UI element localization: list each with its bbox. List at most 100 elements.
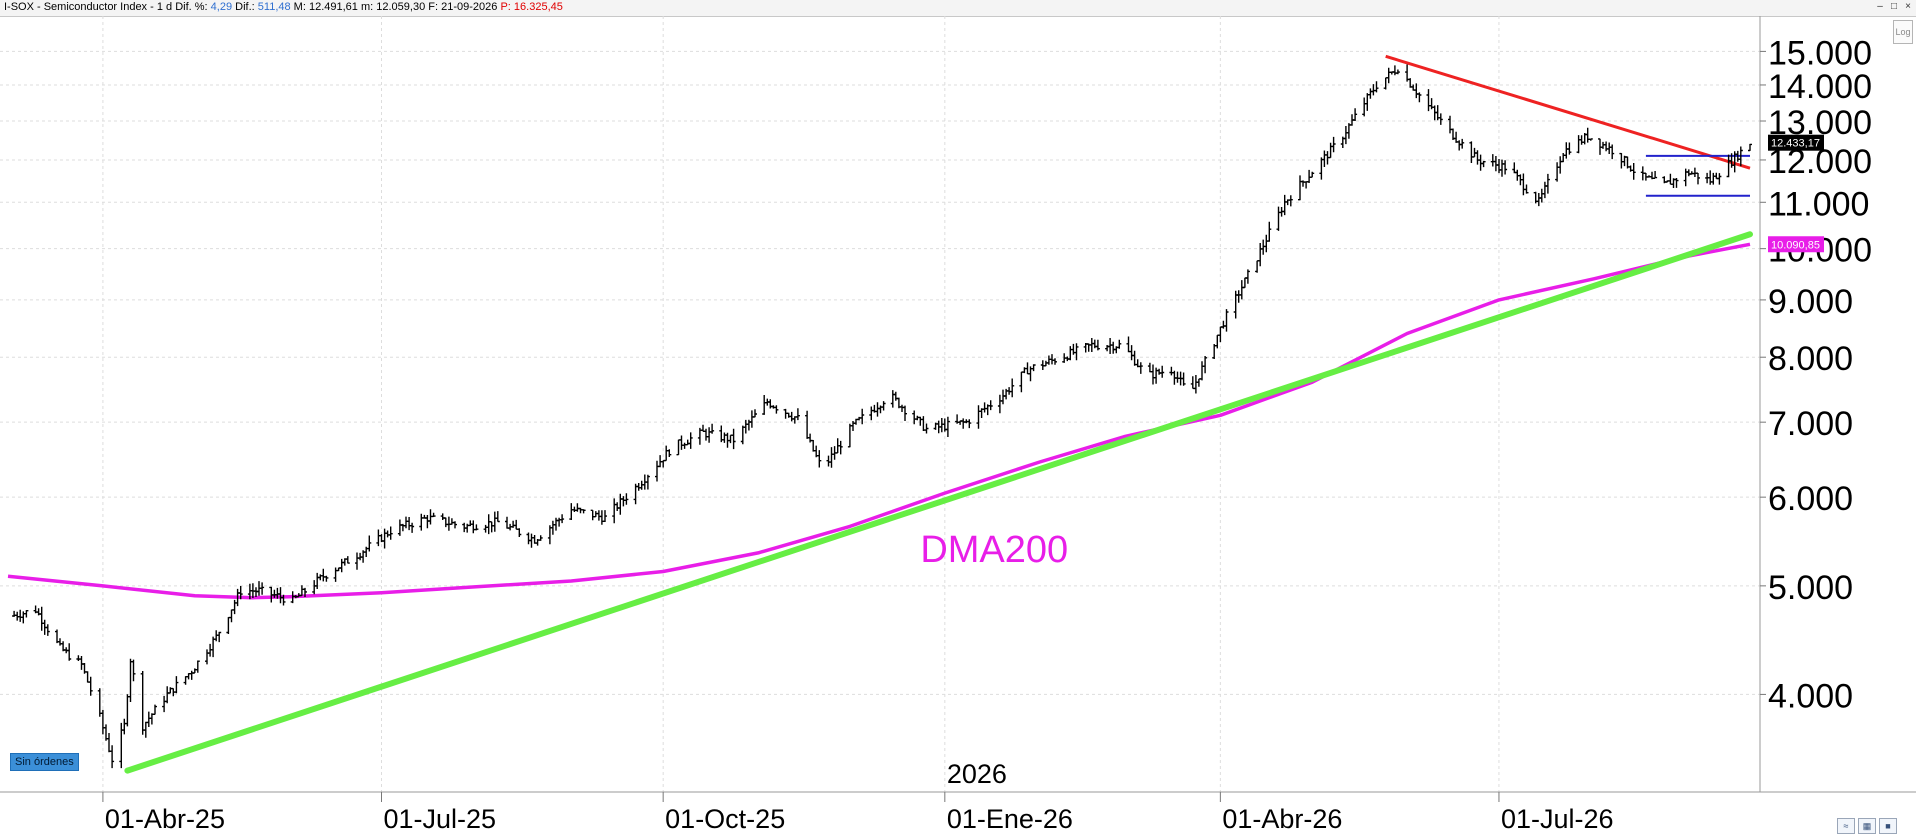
price-bar xyxy=(1426,89,1431,112)
title-bar: I-SOX - Semiconductor Index - 1 d Dif. %… xyxy=(0,0,1916,17)
price-bar xyxy=(1307,169,1312,183)
price-bar xyxy=(107,733,111,753)
price-bar xyxy=(1203,356,1208,374)
period-label: 1 d xyxy=(156,1,173,13)
price-bar xyxy=(1068,346,1073,361)
price-bar xyxy=(664,445,669,462)
log-scale-button[interactable]: Log xyxy=(1893,20,1913,44)
price-bar xyxy=(303,587,307,597)
settings-icon[interactable]: ■ xyxy=(1879,818,1897,834)
chart-header: I-SOX - Semiconductor Index - 1 d Dif. %… xyxy=(4,1,563,13)
price-bar xyxy=(1050,354,1054,365)
price-bar xyxy=(1261,239,1266,255)
close-icon[interactable]: × xyxy=(1905,1,1911,12)
price-bar xyxy=(321,568,326,582)
price-bar xyxy=(599,510,604,525)
price-bar xyxy=(128,658,133,702)
price-bar xyxy=(1696,172,1700,185)
price-bar xyxy=(1383,77,1388,90)
price-bar xyxy=(676,439,681,456)
price-bar xyxy=(1074,343,1079,361)
minimize-icon[interactable]: – xyxy=(1877,1,1883,12)
price-bar xyxy=(1301,180,1305,187)
price-bar xyxy=(1193,375,1198,394)
price-bar xyxy=(667,449,672,457)
price-bar xyxy=(468,520,473,527)
price-bar xyxy=(143,721,148,738)
price-bar xyxy=(1245,269,1250,284)
x-tick-label: 01-Ene-26 xyxy=(947,804,1073,834)
price-bar xyxy=(1478,154,1483,171)
price-bar xyxy=(967,419,972,429)
price-bar xyxy=(997,394,1002,414)
price-bar xyxy=(575,503,580,512)
price-bar xyxy=(1738,146,1743,167)
price-bar xyxy=(97,688,102,717)
price-bar xyxy=(339,558,344,573)
price-bar xyxy=(397,519,402,536)
price-bar xyxy=(1221,320,1226,329)
price-bar xyxy=(1276,206,1281,231)
price-bar xyxy=(1138,362,1143,374)
price-bar xyxy=(722,432,727,443)
price-bar xyxy=(125,694,130,727)
price-bar xyxy=(1438,113,1443,125)
price-bar xyxy=(550,520,555,535)
price-bar xyxy=(554,517,558,531)
price-bar xyxy=(774,405,779,414)
price-bar xyxy=(1258,243,1263,267)
price-bar xyxy=(517,528,522,537)
price-bar xyxy=(189,670,194,680)
price-bar xyxy=(1218,326,1223,343)
price-bar xyxy=(1331,136,1336,153)
x-tick-label: 01-Abr-26 xyxy=(1222,804,1342,834)
chart-type-icon[interactable]: ≈ xyxy=(1837,818,1855,834)
price-bar xyxy=(1190,376,1195,390)
price-bar xyxy=(1368,88,1373,99)
restore-icon[interactable]: □ xyxy=(1890,1,1898,12)
price-bar xyxy=(1610,144,1615,160)
y-tick-label: 9.000 xyxy=(1768,283,1853,321)
price-bar xyxy=(1564,142,1569,159)
price-bar xyxy=(1512,162,1517,174)
price-bar xyxy=(1448,115,1452,134)
price-bar xyxy=(1748,143,1752,152)
support-trendline xyxy=(124,231,1753,774)
price-bar xyxy=(918,416,923,426)
diff-pct-label: Dif. %: xyxy=(175,1,208,13)
y-tick-label: 6.000 xyxy=(1768,480,1853,518)
price-bar xyxy=(226,616,231,634)
price-bar xyxy=(1151,364,1155,385)
year-label: 2026 xyxy=(947,759,1007,789)
price-bar xyxy=(1117,339,1122,349)
price-bar xyxy=(333,567,338,582)
price-bar xyxy=(762,395,767,415)
price-bar xyxy=(817,450,822,468)
price-bar xyxy=(661,459,666,468)
y-tick-label: 14.000 xyxy=(1768,68,1872,106)
price-bar xyxy=(443,517,448,528)
price-bar xyxy=(529,533,534,548)
price-bar xyxy=(24,610,29,618)
price-bar xyxy=(146,711,151,727)
save-icon[interactable]: ▦ xyxy=(1858,818,1876,834)
price-bar xyxy=(811,439,816,452)
price-bar xyxy=(410,522,415,533)
price-bar xyxy=(1414,83,1419,99)
price-bar xyxy=(238,586,243,600)
price-bar xyxy=(1181,372,1186,386)
price-bar xyxy=(312,580,317,595)
last-price-tag-bg xyxy=(1768,134,1824,151)
price-bar xyxy=(76,655,81,661)
price-bar xyxy=(131,659,136,682)
price-bar xyxy=(1524,184,1529,194)
price-bar xyxy=(1493,156,1498,172)
price-bar xyxy=(1561,153,1566,163)
price-bar xyxy=(39,606,44,631)
price-bar xyxy=(701,424,705,432)
price-bar xyxy=(79,656,84,670)
price-bar xyxy=(514,519,519,530)
price-bar xyxy=(1147,362,1152,373)
price-bar xyxy=(869,406,874,421)
